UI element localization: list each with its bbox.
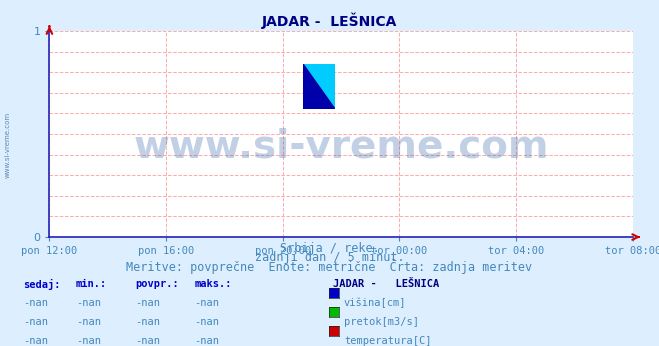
Polygon shape [303,64,335,109]
Text: maks.:: maks.: [194,279,232,289]
Text: -nan: -nan [23,317,48,327]
Text: pretok[m3/s]: pretok[m3/s] [344,317,419,327]
Text: JADAR -   LEŠNICA: JADAR - LEŠNICA [333,279,439,289]
Text: temperatura[C]: temperatura[C] [344,336,432,346]
Polygon shape [303,64,335,109]
Text: -nan: -nan [23,298,48,308]
Polygon shape [303,64,335,109]
Text: -nan: -nan [76,317,101,327]
Text: -nan: -nan [135,298,160,308]
Polygon shape [303,64,335,109]
Text: povpr.:: povpr.: [135,279,179,289]
Polygon shape [303,64,335,109]
Polygon shape [303,64,335,109]
Text: min.:: min.: [76,279,107,289]
Text: -nan: -nan [135,317,160,327]
Text: -nan: -nan [76,336,101,346]
Text: Srbija / reke.: Srbija / reke. [279,242,380,255]
Text: -nan: -nan [23,336,48,346]
Text: -nan: -nan [194,298,219,308]
Polygon shape [303,64,335,109]
Polygon shape [303,64,335,109]
Text: www.si-vreme.com: www.si-vreme.com [5,112,11,179]
Polygon shape [303,64,335,109]
Text: -nan: -nan [194,317,219,327]
Text: JADAR -  LEŠNICA: JADAR - LEŠNICA [262,12,397,29]
Text: -nan: -nan [194,336,219,346]
Text: sedaj:: sedaj: [23,279,61,290]
Text: www.si-vreme.com: www.si-vreme.com [133,127,549,165]
Text: -nan: -nan [76,298,101,308]
Text: višina[cm]: višina[cm] [344,298,407,308]
Text: Meritve: povprečne  Enote: metrične  Črta: zadnja meritev: Meritve: povprečne Enote: metrične Črta:… [127,260,532,274]
Text: zadnji dan / 5 minut.: zadnji dan / 5 minut. [254,251,405,264]
Text: -nan: -nan [135,336,160,346]
